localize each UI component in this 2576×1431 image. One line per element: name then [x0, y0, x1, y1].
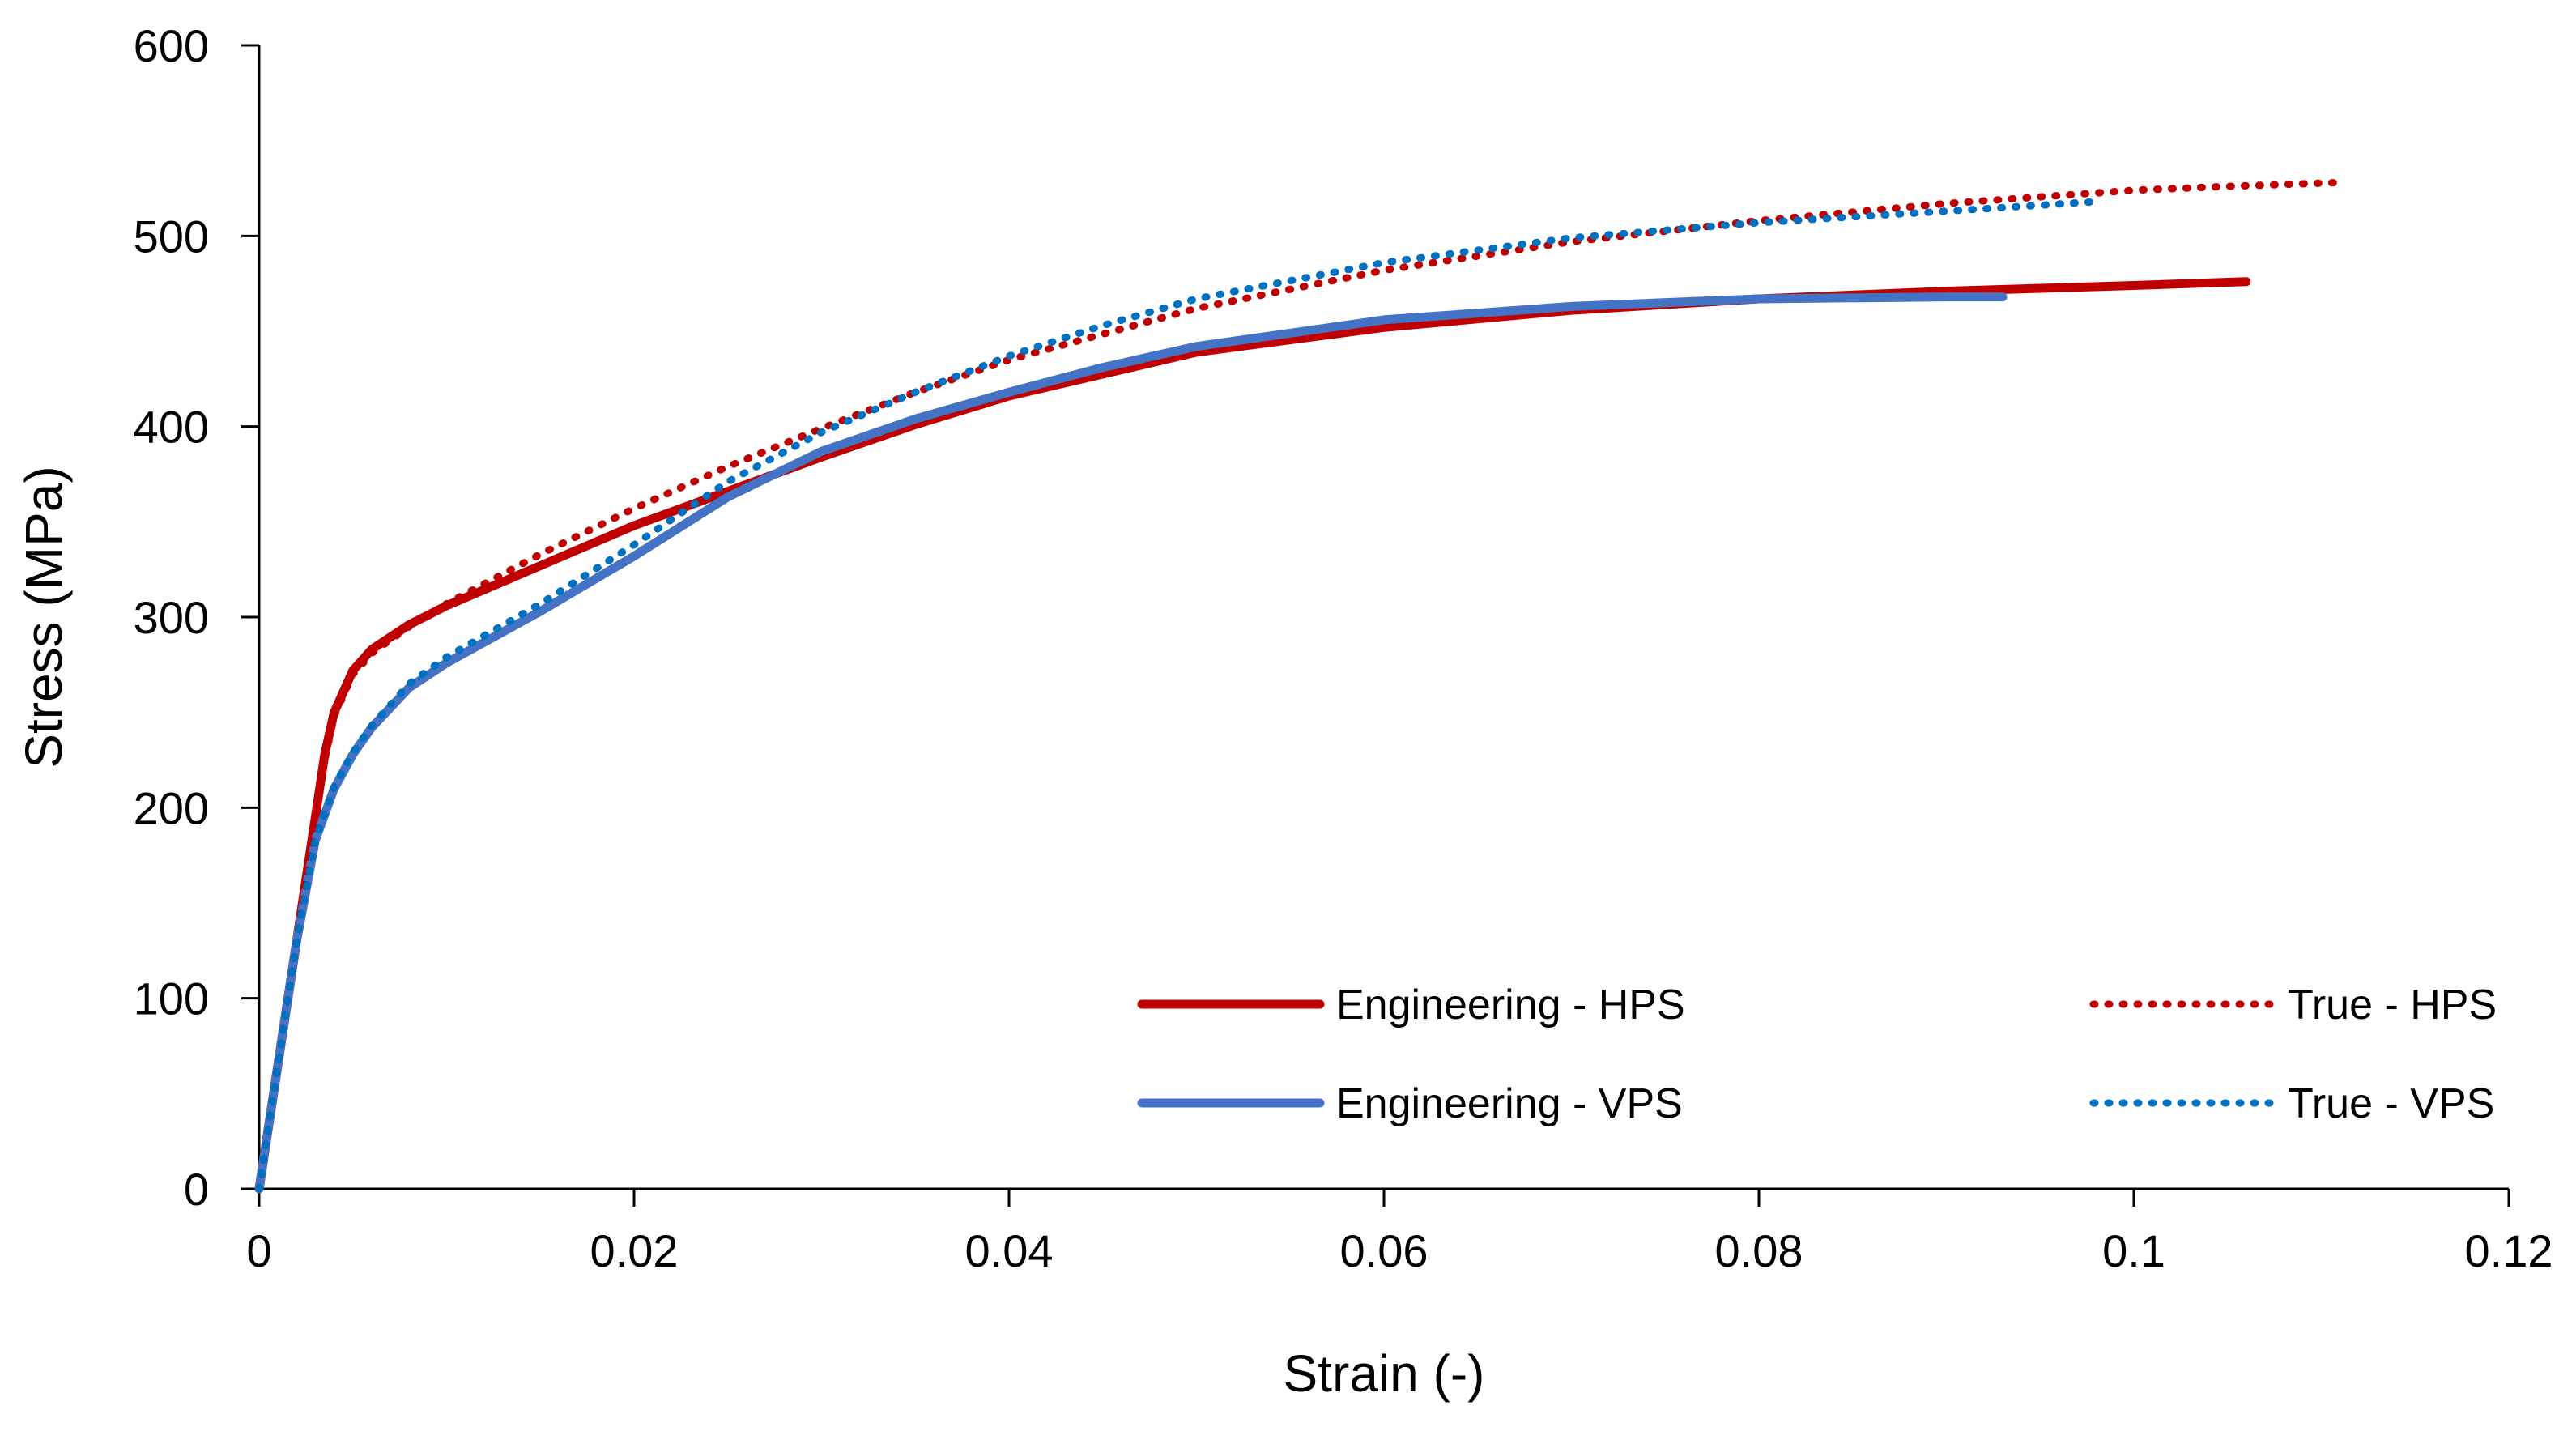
x-axis-title: Strain (-): [1284, 1344, 1485, 1403]
x-tick-label: 0.06: [1340, 1225, 1429, 1276]
series-line-engineering-vps: [254, 292, 2008, 1194]
x-tick-label: 0: [246, 1225, 271, 1276]
x-tick-label: 0.04: [965, 1225, 1054, 1276]
legend-item-engineering-hps: Engineering - HPS: [1137, 982, 1685, 1029]
legend-item-true-hps: True - HPS: [2089, 982, 2497, 1029]
series-line-engineering-hps: [254, 277, 2251, 1194]
series-line-true-hps: [255, 178, 2344, 1193]
series-line-true-vps: [255, 198, 2101, 1193]
x-tick-label: 0.1: [2102, 1225, 2165, 1276]
x-tick-label: 0.08: [1715, 1225, 1803, 1276]
y-axis-title: Stress (MPa): [15, 466, 73, 768]
y-tick-label: 500: [134, 211, 209, 262]
y-tick-label: 0: [184, 1164, 209, 1215]
legend-label: Engineering - HPS: [1336, 982, 1685, 1029]
y-tick-label: 300: [134, 592, 209, 643]
y-tick-label: 600: [134, 20, 209, 71]
y-tick-label: 100: [134, 973, 209, 1024]
series-group: [254, 178, 2344, 1194]
x-tick-label: 0.12: [2465, 1225, 2553, 1276]
y-tick-label: 400: [134, 402, 209, 453]
legend: Engineering - HPS True - HPS Engineering -…: [1137, 982, 2497, 1127]
legend-item-engineering-vps: Engineering - VPS: [1137, 1080, 1683, 1127]
x-tick-label: 0.02: [590, 1225, 679, 1276]
y-tick-label: 200: [134, 782, 209, 833]
legend-label: True - VPS: [2288, 1080, 2494, 1127]
axes: 0 100 200 300 400 500 600 0 0.02 0.04 0.06 0.08 0.1 0…: [134, 20, 2553, 1276]
legend-label: Engineering - VPS: [1336, 1080, 1683, 1127]
legend-item-true-vps: True - VPS: [2089, 1080, 2494, 1127]
legend-label: True - HPS: [2288, 982, 2497, 1029]
